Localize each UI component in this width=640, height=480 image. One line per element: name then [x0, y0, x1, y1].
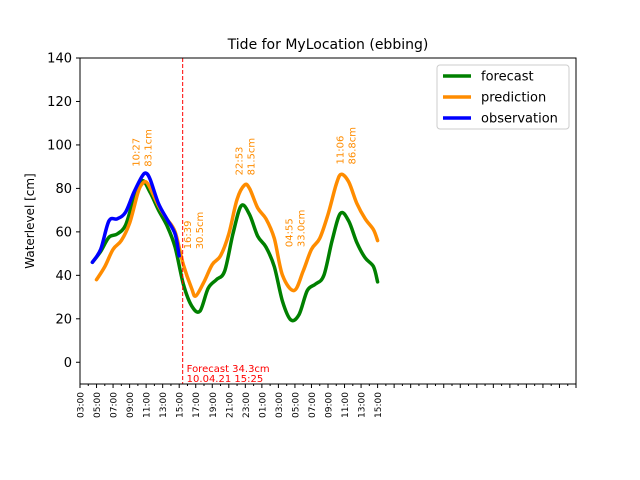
extremum-annotation: 11:0686.8cm	[335, 127, 358, 165]
series-group	[90, 171, 380, 323]
x-tick-label: 13:00	[358, 392, 368, 418]
y-tick-label: 20	[55, 312, 72, 327]
legend-label-forecast: forecast	[481, 70, 534, 85]
x-tick-label: 21:00	[225, 392, 235, 418]
x-tick-label: 17:00	[192, 392, 202, 418]
legend: forecast prediction observation	[436, 64, 570, 130]
annotation-value: 83.1cm	[144, 129, 155, 167]
annotation-value: 30.5cm	[195, 212, 206, 250]
annotation-value: 81.5cm	[246, 138, 257, 176]
forecast-marker-label: Forecast 34.3cm	[187, 364, 270, 375]
x-tick-label: 23:00	[242, 392, 252, 418]
extremum-annotation: 16:3930.5cm	[183, 212, 206, 250]
annotation-value: 86.8cm	[347, 127, 358, 165]
y-tick-label: 80	[55, 182, 72, 197]
extremum-annotation: 22:5381.5cm	[234, 138, 257, 176]
x-tick-label: 05:00	[291, 392, 301, 418]
extremum-annotation: 10:2783.1cm	[132, 129, 155, 167]
y-tick-label: 140	[47, 52, 72, 67]
x-tick-label: 11:00	[341, 392, 351, 418]
x-tick-label: 19:00	[209, 392, 219, 418]
axes: 0 20 40 60 80 100 120 140 03:00 05:00 07:00 09:00 11…	[47, 52, 577, 418]
legend-box	[436, 64, 570, 130]
annotation-time: 10:27	[132, 138, 143, 167]
annotation-time: 04:55	[284, 218, 295, 247]
x-tick-label: 09:00	[325, 392, 335, 418]
annotation-time: 16:39	[183, 220, 194, 249]
x-tick-label: 09:00	[126, 392, 136, 418]
x-tick-label: 07:00	[110, 392, 120, 418]
y-tick-label: 60	[55, 225, 72, 240]
x-tick-label: 01:00	[258, 392, 268, 418]
x-tick-label: 03:00	[77, 392, 87, 418]
y-tick-label: 40	[55, 269, 72, 284]
x-tick-label: 13:00	[159, 392, 169, 418]
legend-label-prediction: prediction	[481, 91, 546, 106]
y-tick-label: 120	[47, 95, 72, 110]
x-tick-label: 15:00	[374, 392, 384, 418]
annotation-time: 11:06	[335, 136, 346, 165]
annotation-time: 22:53	[234, 147, 245, 176]
series-line-prediction	[94, 172, 380, 298]
series-line-observation	[90, 171, 181, 265]
x-tick-label: 03:00	[275, 392, 285, 418]
annotation-value: 33.0cm	[296, 210, 307, 248]
legend-label-observation: observation	[481, 112, 558, 127]
chart-title: Tide for MyLocation (ebbing)	[227, 37, 429, 53]
extremum-annotation: 04:5533.0cm	[284, 210, 307, 248]
x-tick-label: 05:00	[93, 392, 103, 418]
x-tick-label: 15:00	[176, 392, 186, 418]
x-tick-label: 11:00	[143, 392, 153, 418]
x-tick-label: 07:00	[308, 392, 318, 418]
y-axis-label: Waterlevel [cm]	[23, 173, 37, 268]
y-tick-label: 0	[64, 356, 72, 371]
forecast-marker-time: 10.04.21 15:25	[187, 374, 264, 385]
series-line-forecast	[90, 179, 380, 323]
y-tick-label: 100	[47, 138, 72, 153]
